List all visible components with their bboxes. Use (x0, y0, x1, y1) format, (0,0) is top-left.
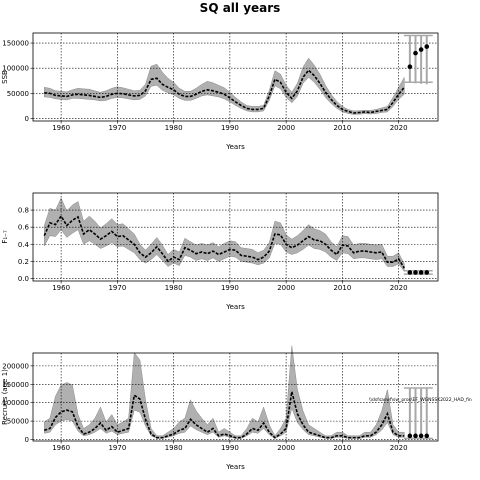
x-tick-label: 1960 (52, 284, 70, 292)
x-tick-label: 2000 (277, 124, 295, 132)
estimate-line (43, 214, 405, 269)
projection-point (418, 270, 424, 275)
x-tick-label: 2020 (390, 284, 408, 292)
fishing-mortality-panel: 1960 1970 1980 1990 2000 2010 2020 0.0 0.2 0.4 0.6… (1, 192, 439, 311)
x-axis-label: Years (225, 463, 245, 471)
y-tick-label: 150000 (2, 40, 29, 48)
y-tick-label: 100000 (2, 65, 29, 73)
y-tick-label: 100000 (2, 399, 29, 407)
x-tick-label: 1990 (221, 284, 239, 292)
x-tick-label: 1980 (165, 124, 183, 132)
projection-point (424, 270, 430, 275)
y-axis-label: F₁₋₇ (1, 230, 9, 244)
y-tick-label: 0.6 (18, 224, 30, 232)
plot-frame (32, 192, 439, 282)
x-tick-label: 2000 (277, 284, 295, 292)
projection-point (413, 270, 418, 275)
y-axis-label: Recruits (age 1) (1, 369, 9, 425)
estimate-line (44, 391, 405, 439)
x-tick-label: 1960 (52, 124, 70, 132)
projection-point (407, 64, 413, 69)
x-tick-label: 2010 (333, 444, 351, 452)
x-tick-label: 2020 (390, 124, 408, 132)
x-tick-label: 1980 (165, 444, 183, 452)
x-tick-label: 2010 (333, 284, 351, 292)
estimate-line (44, 69, 405, 114)
confidence-band (44, 57, 405, 115)
y-tick-label: 0.8 (18, 207, 29, 215)
ssb-panel: 1960 1970 1980 1990 2000 2010 2020 0 50000 100000… (1, 32, 439, 151)
y-tick-label: 0.4 (18, 241, 30, 249)
projection-point (413, 50, 418, 56)
x-tick-label: 2000 (277, 444, 295, 452)
recruitment-panel: 1960 1970 1980 1990 2000 2010 2020 0 50000 100000… (1, 345, 439, 471)
y-axis-label: SSB (1, 70, 9, 84)
y-tick-label: 50000 (7, 418, 29, 426)
projection-point (418, 47, 424, 52)
y-tick-label: 150000 (2, 381, 29, 389)
y-tick-label: 200000 (2, 362, 29, 370)
y-tick-label: 0.0 (18, 275, 29, 283)
x-tick-label: 1960 (52, 444, 70, 452)
figure-title: SQ all years (200, 1, 281, 15)
projection-point (418, 433, 424, 439)
x-tick-label: 2020 (390, 444, 408, 452)
y-tick-label: 0 (25, 115, 29, 123)
x-tick-label: 1990 (221, 124, 239, 132)
projection-point (424, 44, 430, 49)
x-axis-label: Years (225, 303, 245, 311)
plot-frame (32, 32, 439, 122)
confidence-band (44, 345, 405, 439)
y-tick-label: 50000 (7, 90, 29, 98)
plot-frame (32, 352, 439, 442)
x-axis-label: Years (225, 143, 245, 151)
x-tick-label: 1990 (221, 444, 239, 452)
x-tick-label: 1970 (108, 124, 126, 132)
confidence-band (44, 197, 405, 273)
x-tick-label: 1970 (108, 284, 126, 292)
projection-point (407, 270, 413, 275)
y-tick-label: 0 (25, 436, 29, 444)
y-tick-label: 0.2 (18, 258, 29, 266)
projection-point (407, 433, 413, 439)
x-tick-label: 1980 (165, 284, 183, 292)
projection-point (413, 433, 418, 439)
projection-point (424, 433, 430, 439)
x-tick-label: 1970 (108, 444, 126, 452)
annotation-text: \\dsfsaswf\sw_pros\EF_WGNSSK2022_HAD_fin (369, 397, 472, 403)
x-tick-label: 2010 (333, 124, 351, 132)
